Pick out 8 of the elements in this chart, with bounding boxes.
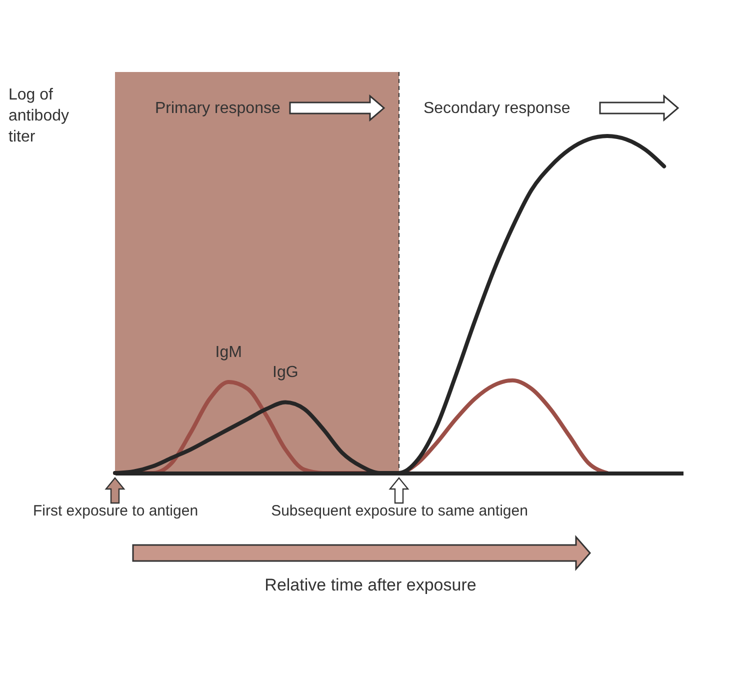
text: Secondary response — [423, 100, 570, 117]
series-label: IgG — [272, 364, 298, 382]
band-label: Primary response — [155, 100, 280, 117]
x-tick-label: Subsequent exposure to same antigen — [271, 502, 528, 520]
y-axis-title: Log of antibody titer — [8, 86, 69, 146]
x-tick-label: First exposure to antigen — [32, 502, 198, 520]
series-label: IgM — [215, 344, 242, 362]
x-axis-title: Relative time after exposure — [264, 576, 476, 594]
